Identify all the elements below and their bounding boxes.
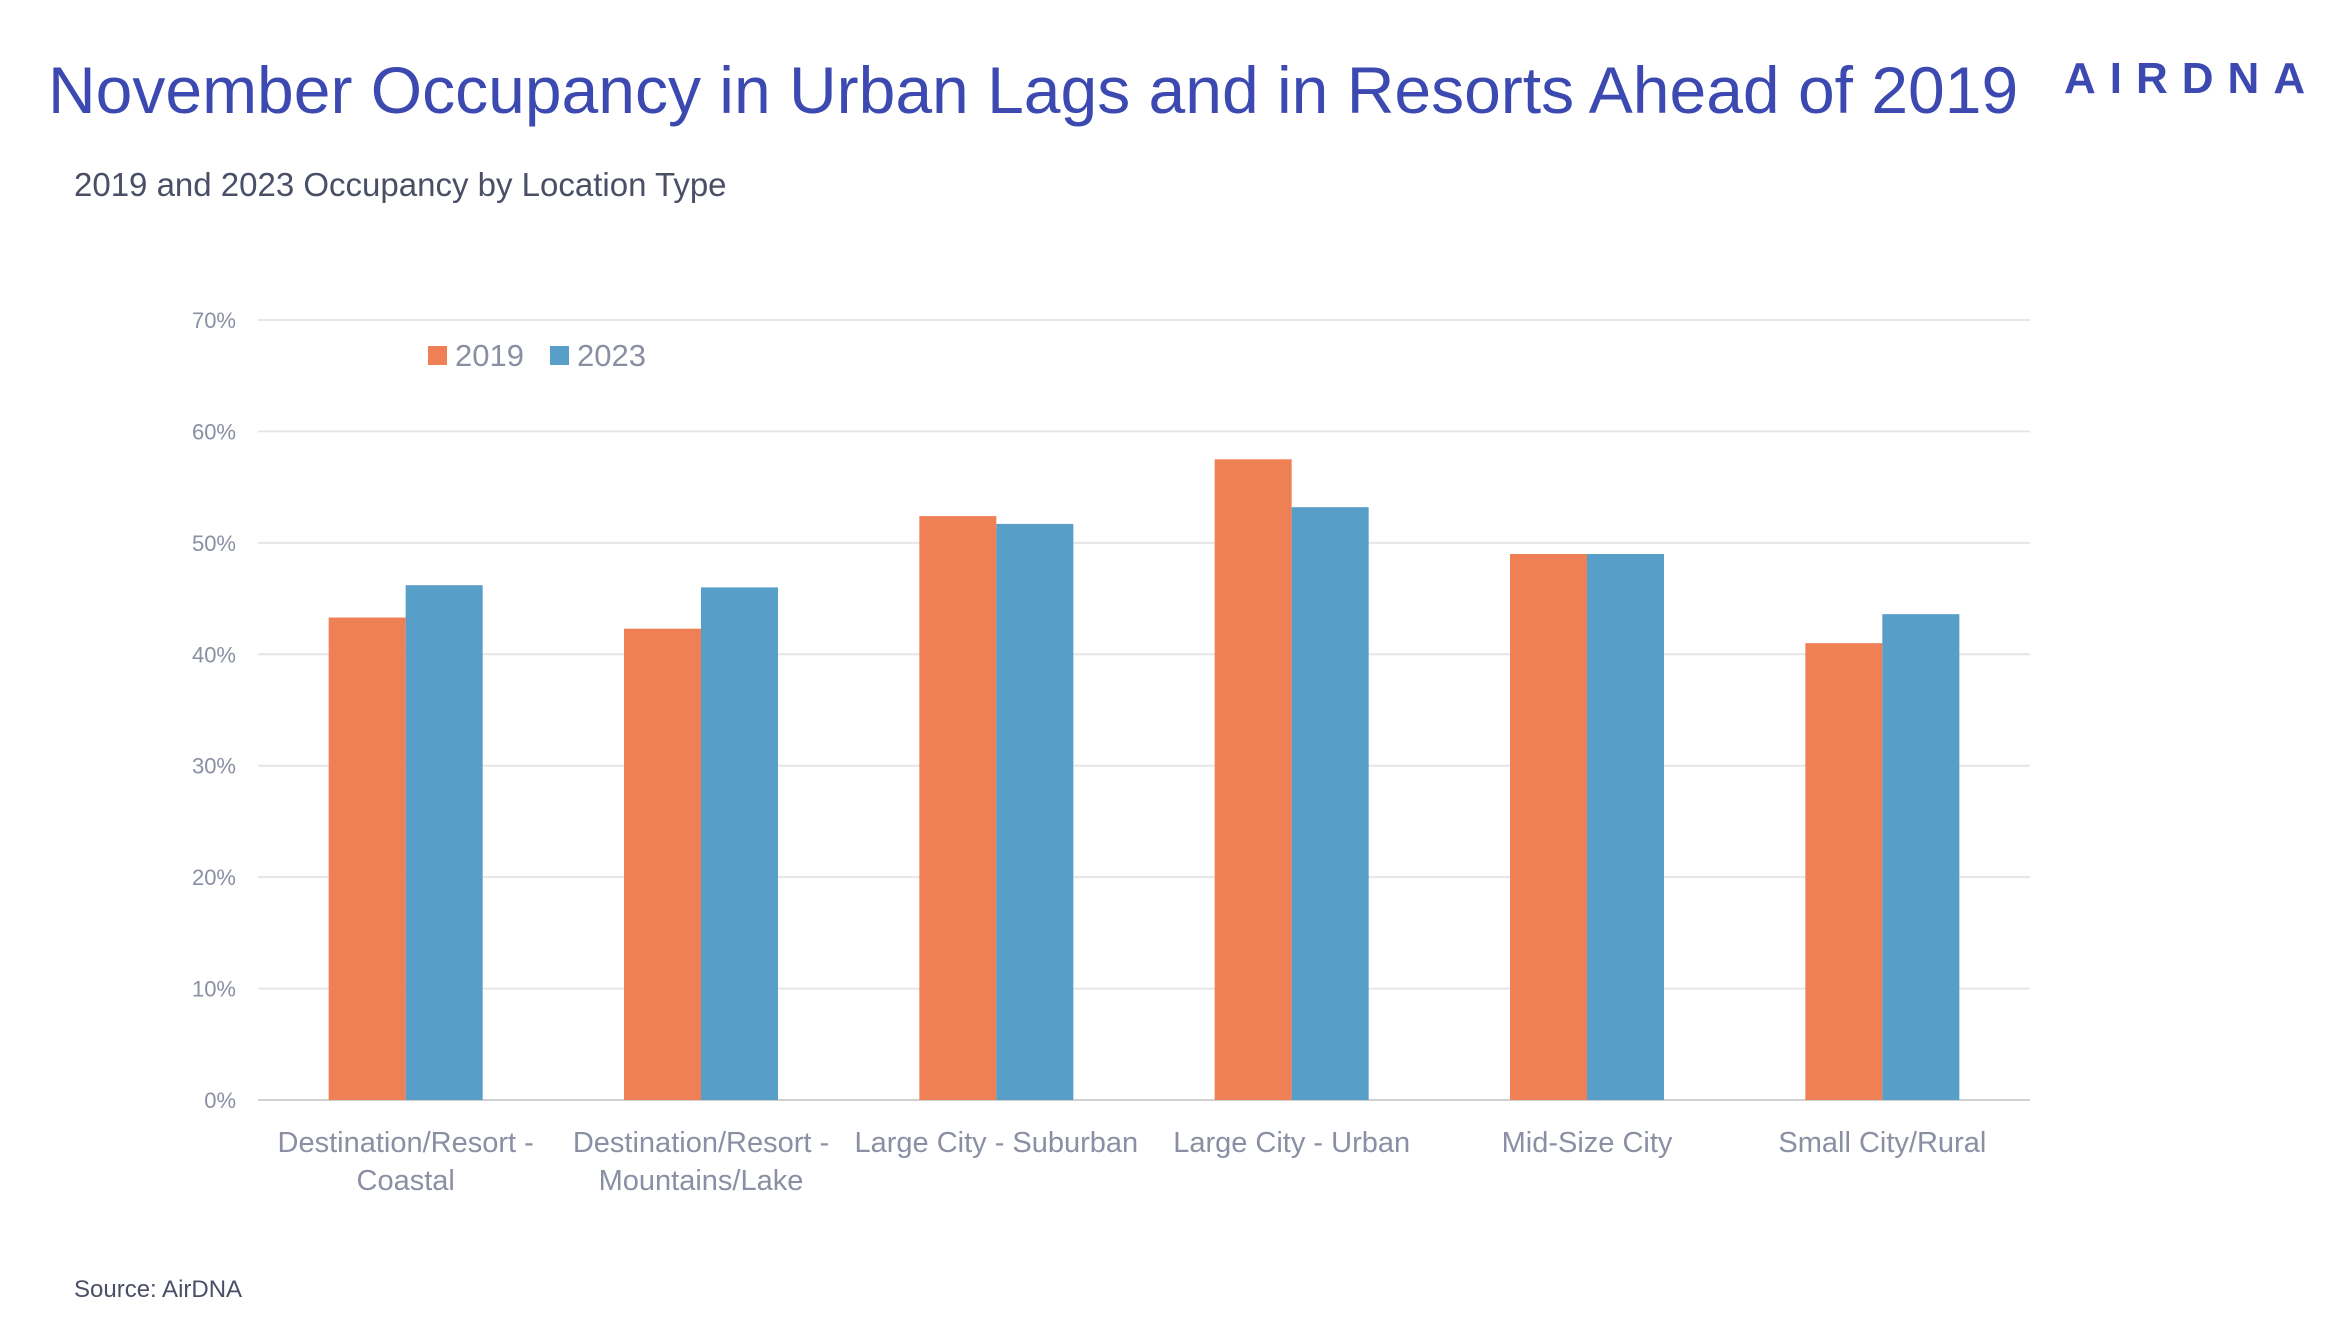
x-tick-label: Destination/Resort - [573, 1127, 829, 1159]
y-tick-label: 50% [192, 531, 236, 556]
bar-2019-2 [919, 516, 997, 1100]
legend-swatch-2023 [550, 346, 569, 365]
x-tick-label: Destination/Resort - [278, 1127, 534, 1159]
bar-2019-4 [1510, 554, 1587, 1100]
y-tick-label: 40% [192, 642, 236, 667]
chart-title: November Occupancy in Urban Lags and in … [48, 53, 2019, 127]
bar-2019-3 [1214, 459, 1292, 1100]
source-note: Source: AirDNA [74, 1276, 243, 1303]
y-tick-label: 0% [204, 1088, 236, 1113]
chart-subtitle: 2019 and 2023 Occupancy by Location Type [74, 166, 727, 203]
bar-2019-5 [1805, 643, 1883, 1100]
bar-2019-1 [624, 628, 701, 1100]
bar-2023-3 [1291, 507, 1369, 1100]
y-tick-label: 60% [192, 419, 236, 444]
bar-2023-5 [1882, 614, 1960, 1100]
y-tick-label: 70% [192, 308, 236, 333]
x-tick-label: Large City - Urban [1173, 1127, 1410, 1159]
x-tick-label: Large City - Suburban [854, 1127, 1138, 1159]
airdna-logo: AIRDNA [2064, 54, 2320, 103]
x-tick-label: Mountains/Lake [599, 1165, 804, 1197]
legend-swatch-2019 [428, 346, 447, 365]
bar-2023-4 [1587, 554, 1664, 1100]
bar-2023-0 [405, 585, 483, 1100]
y-tick-label: 30% [192, 754, 236, 779]
x-tick-label: Coastal [357, 1165, 455, 1197]
legend-label-2019: 2019 [455, 338, 524, 373]
y-tick-label: 20% [192, 865, 236, 890]
x-tick-label: Small City/Rural [1778, 1127, 1986, 1159]
bar-2023-2 [996, 523, 1074, 1100]
bar-2023-1 [701, 587, 778, 1100]
y-tick-label: 10% [192, 977, 236, 1002]
legend-label-2023: 2023 [577, 338, 646, 373]
bar-2019-0 [328, 617, 406, 1100]
x-tick-label: Mid-Size City [1502, 1127, 1673, 1159]
